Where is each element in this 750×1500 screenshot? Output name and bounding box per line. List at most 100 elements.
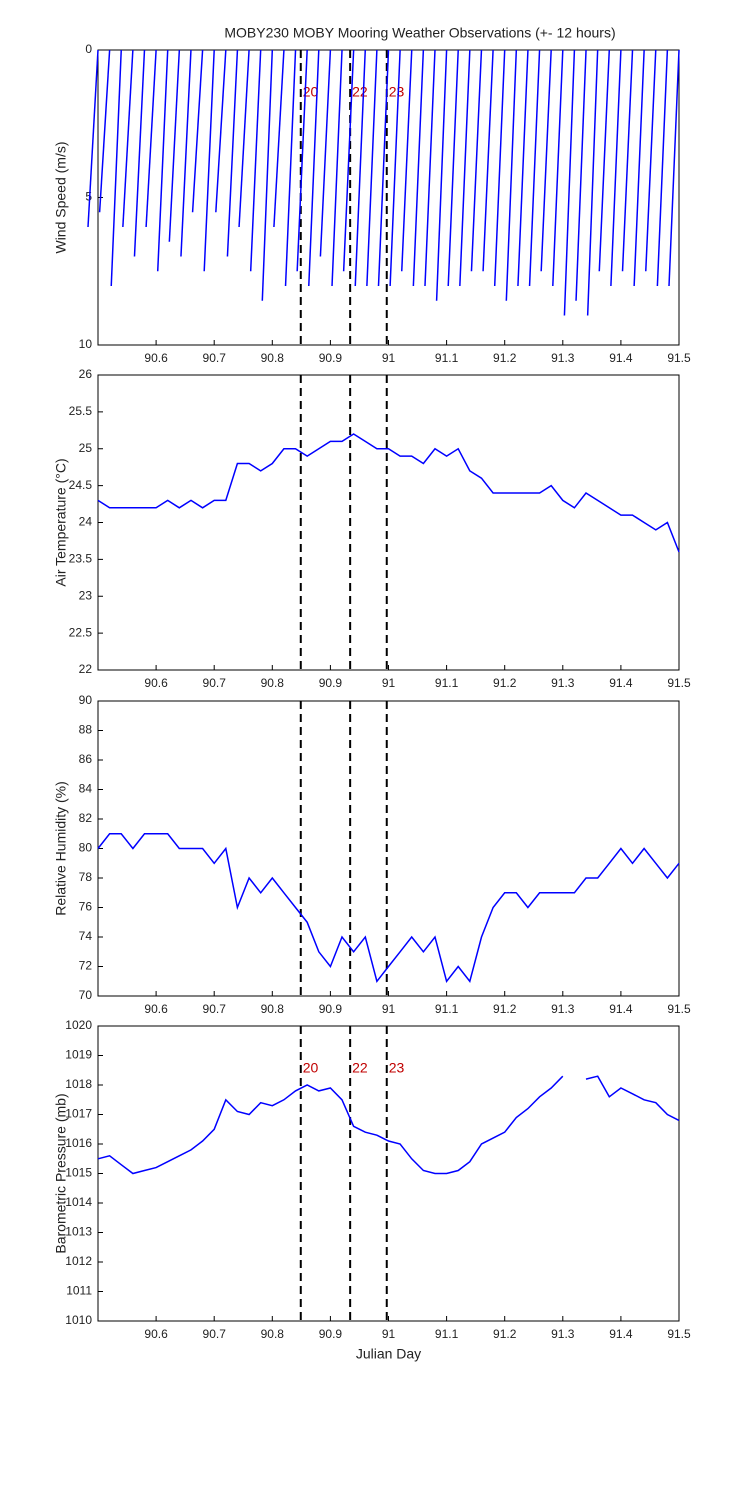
wind-stick: [540, 49, 552, 272]
wind-stick: [273, 49, 285, 228]
x-tick-label: 90.7: [203, 676, 227, 690]
x-tick-label: 91.4: [609, 1002, 633, 1016]
wind-stick: [110, 49, 122, 287]
wind-stick: [319, 49, 332, 257]
wind-stick: [563, 49, 576, 316]
wind-stick: [389, 49, 401, 287]
y-axis-label: Air Temperature (°C): [53, 458, 69, 586]
wind-stick: [122, 49, 134, 228]
wind-stick: [633, 49, 645, 287]
y-tick-label: 1014: [65, 1195, 92, 1209]
y-tick-label: 24.5: [69, 478, 93, 492]
y-tick-label: 86: [79, 752, 93, 766]
x-tick-label: 91.5: [667, 351, 691, 365]
wind-stick: [424, 49, 436, 287]
data-line: [97, 433, 680, 553]
y-tick-label: 23.5: [69, 552, 93, 566]
x-tick-label: 90.7: [203, 351, 227, 365]
x-tick-label: 91: [382, 351, 396, 365]
y-tick-label: 23: [79, 588, 93, 602]
wind-stick: [552, 49, 564, 287]
wind-stick: [215, 49, 227, 213]
y-tick-label: 78: [79, 870, 93, 884]
y-tick-label: 74: [79, 929, 93, 943]
x-tick-label: 90.6: [144, 351, 168, 365]
x-axis-label: Julian Day: [356, 1346, 421, 1362]
y-tick-label: 1019: [65, 1048, 92, 1062]
y-axis-label: Wind Speed (m/s): [53, 141, 69, 253]
wind-stick: [133, 49, 146, 257]
x-tick-label: 91: [382, 1002, 396, 1016]
x-tick-label: 91.4: [609, 351, 633, 365]
data-line: [97, 833, 680, 983]
wind-stick: [261, 49, 274, 301]
wind-stick: [296, 49, 308, 272]
wind-stick: [342, 49, 355, 272]
x-tick-label: 90.9: [319, 351, 343, 365]
wind-stick: [668, 49, 680, 287]
y-tick-label: 26: [79, 367, 93, 381]
y-tick-label: 1011: [66, 1284, 92, 1298]
x-tick-label: 90.6: [144, 676, 168, 690]
wind-stick: [156, 49, 169, 272]
wind-stick: [203, 49, 215, 272]
y-tick-label: 1018: [65, 1077, 92, 1091]
x-tick-label: 91.3: [551, 676, 575, 690]
wind-stick: [249, 49, 262, 272]
event-label: 22: [352, 1060, 368, 1076]
chart-title: MOBY230 MOBY Mooring Weather Observation…: [224, 25, 615, 41]
wind-stick: [470, 49, 483, 272]
wind-stick: [610, 49, 622, 287]
x-tick-label: 91.4: [609, 676, 633, 690]
y-tick-label: 70: [79, 988, 93, 1002]
x-tick-label: 90.9: [319, 1002, 343, 1016]
wind-stick: [517, 49, 529, 287]
x-tick-label: 91: [382, 676, 396, 690]
event-label: 22: [352, 84, 368, 100]
wind-stick: [377, 49, 390, 287]
wind-stick: [284, 49, 297, 287]
y-tick-label: 76: [79, 900, 93, 914]
wind-stick: [308, 49, 320, 287]
wind-stick: [191, 49, 204, 213]
y-tick-label: 24: [79, 515, 93, 529]
wind-stick: [575, 49, 587, 301]
y-tick-label: 72: [79, 959, 93, 973]
x-tick-label: 91.2: [493, 676, 517, 690]
wind-stick: [586, 49, 599, 316]
wind-stick: [180, 49, 192, 257]
wind-stick: [145, 49, 157, 228]
y-tick-label: 82: [79, 811, 93, 825]
x-tick-label: 91.1: [435, 351, 459, 365]
event-label: 23: [389, 1060, 405, 1076]
y-tick-label: 88: [79, 723, 93, 737]
x-tick-label: 91.3: [551, 1327, 575, 1341]
x-tick-label: 91.1: [435, 1002, 459, 1016]
y-tick-label: 1012: [65, 1254, 92, 1268]
wind-stick: [168, 49, 181, 242]
y-tick-label: 90: [79, 693, 93, 707]
wind-stick: [656, 49, 669, 287]
wind-stick: [645, 49, 657, 272]
x-tick-label: 90.8: [261, 351, 285, 365]
wind-stick: [435, 49, 448, 301]
wind-stick: [447, 49, 459, 287]
y-axis-label: Relative Humidity (%): [53, 781, 69, 916]
y-tick-label: 25: [79, 441, 93, 455]
y-tick-label: 1020: [65, 1018, 92, 1032]
x-tick-label: 90.8: [261, 1002, 285, 1016]
wind-stick: [238, 49, 250, 228]
x-tick-label: 91.2: [493, 351, 517, 365]
x-tick-label: 90.8: [261, 1327, 285, 1341]
y-tick-label: 10: [79, 337, 93, 351]
y-tick-label: 22.5: [69, 625, 93, 639]
x-tick-label: 90.7: [203, 1327, 227, 1341]
x-tick-label: 90.8: [261, 676, 285, 690]
wind-stick: [226, 49, 239, 257]
y-tick-label: 1010: [65, 1313, 92, 1327]
x-tick-label: 90.9: [319, 1327, 343, 1341]
x-tick-label: 90.7: [203, 1002, 227, 1016]
y-tick-label: 1015: [65, 1166, 92, 1180]
